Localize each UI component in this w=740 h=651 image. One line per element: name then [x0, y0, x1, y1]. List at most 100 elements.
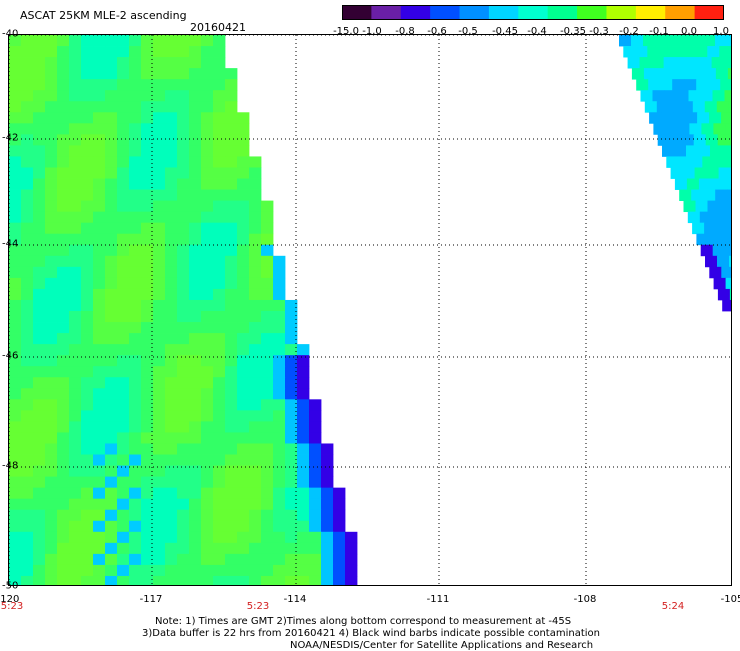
swath-cell: [105, 244, 118, 257]
swath-cell: [153, 200, 166, 213]
swath-cell: [93, 575, 106, 585]
swath-cell: [213, 388, 226, 400]
swath-cell: [674, 178, 688, 190]
swath-cell: [45, 112, 58, 124]
swath-cell: [201, 509, 214, 522]
swath-cell: [81, 531, 94, 544]
swath-cell: [93, 476, 106, 489]
swath-cell: [81, 68, 94, 80]
swath-cell: [141, 311, 154, 323]
swath-cell: [57, 79, 70, 91]
swath-cell: [225, 189, 238, 201]
swath-cell: [676, 90, 689, 102]
swath-cell: [177, 311, 190, 323]
swath-cell: [93, 553, 106, 566]
swath-cell: [201, 68, 214, 80]
swath-cell: [129, 57, 142, 69]
swath-cell: [153, 377, 166, 389]
swath-cell: [177, 355, 190, 367]
swath-cell: [165, 333, 178, 345]
note-line-3: NOAA/NESDIS/Center for Satellite Applica…: [290, 640, 594, 651]
swath-cell: [21, 156, 34, 168]
swath-cell: [692, 101, 706, 113]
swath-cell: [261, 476, 274, 489]
swath-cell: [261, 443, 274, 455]
swath-cell: [93, 255, 106, 268]
swath-cell: [237, 421, 250, 433]
swath-cell: [728, 222, 731, 235]
swath-cell: [189, 553, 202, 566]
swath-cell: [165, 465, 178, 477]
swath-cell: [9, 200, 22, 213]
swath-cell: [201, 134, 214, 146]
swath-cell: [69, 498, 82, 511]
swath-cell: [177, 200, 190, 213]
swath-cell: [21, 465, 34, 477]
swath-cell: [249, 255, 262, 268]
swath-cell: [9, 520, 22, 533]
swath-cell: [33, 421, 46, 433]
swath-cell: [93, 465, 106, 477]
swath-cell: [213, 134, 226, 146]
swath-cell: [93, 79, 106, 91]
swath-cell: [237, 322, 250, 334]
swath-cell: [129, 322, 142, 334]
swath-cell: [165, 355, 178, 367]
swath-cell: [643, 68, 657, 80]
swath-cell: [667, 68, 681, 80]
swath-cell: [153, 167, 166, 179]
swath-cell: [117, 410, 130, 422]
swath-cell: [81, 101, 94, 113]
swath-cell: [69, 311, 82, 323]
swath-cell: [69, 244, 82, 257]
swath-cell: [117, 46, 130, 58]
swath-cell: [249, 388, 262, 400]
swath-cell: [712, 90, 725, 102]
swath-cell: [93, 410, 106, 422]
swath-cell: [249, 366, 262, 378]
colorbar-segment: [606, 5, 637, 20]
swath-cell: [285, 355, 298, 367]
swath-cell: [213, 410, 226, 422]
swath-cell: [225, 575, 238, 585]
swath-cell: [57, 432, 70, 444]
swath-cell: [177, 575, 190, 585]
swath-cell: [45, 35, 58, 47]
swath-cell: [189, 145, 202, 157]
lat-label: -42: [2, 132, 19, 144]
swath-cell: [631, 68, 645, 80]
swath-cell: [69, 255, 82, 268]
swath-cell: [345, 553, 358, 566]
swath-cell: [723, 211, 731, 224]
swath-cell: [333, 498, 346, 511]
swath-cell: [225, 68, 238, 80]
swath-cell: [213, 90, 226, 102]
swath-cell: [9, 366, 22, 378]
swath-cell: [57, 90, 70, 102]
swath-cell: [309, 487, 322, 500]
swath-cell: [69, 68, 82, 80]
swath-cell: [117, 311, 130, 323]
swath-cell: [93, 35, 106, 47]
swath-cell: [165, 377, 178, 389]
swath-cell: [21, 377, 34, 389]
swath-cell: [21, 167, 34, 179]
swath-cell: [153, 388, 166, 400]
swath-cell: [141, 520, 154, 533]
swath-cell: [213, 443, 226, 455]
swath-cell: [309, 399, 322, 411]
swath-cell: [153, 68, 166, 80]
swath-cell: [153, 299, 166, 312]
swath-cell: [688, 90, 701, 102]
swath-cell: [201, 46, 214, 58]
swath-cell: [81, 255, 94, 268]
swath-cell: [33, 123, 46, 135]
swath-cell: [45, 421, 58, 433]
swath-cell: [189, 333, 202, 345]
swath-cell: [45, 575, 58, 585]
swath-cell: [285, 344, 298, 356]
swath-cell: [723, 57, 731, 69]
swath-cell: [201, 553, 214, 566]
swath-cell: [309, 498, 322, 511]
swath-cell: [309, 421, 322, 433]
